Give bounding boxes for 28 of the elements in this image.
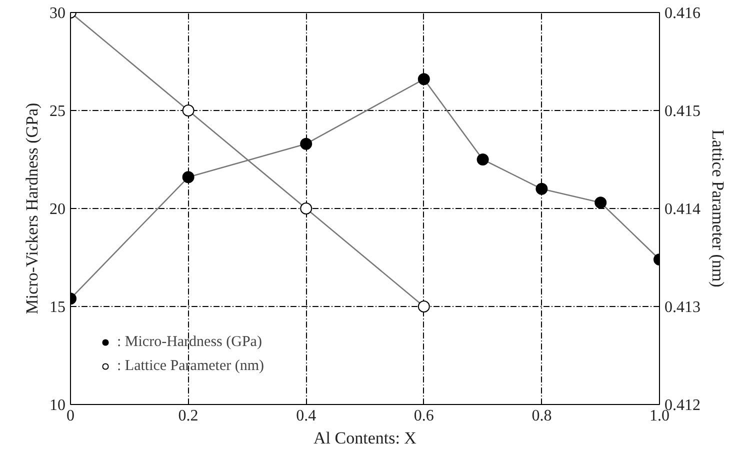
point — [418, 300, 430, 312]
legend-label: : Micro-Hardness (GPa) — [117, 334, 262, 350]
x-tick-label: 0.6 — [414, 408, 434, 424]
y-tick-label: 30 — [50, 5, 66, 22]
y2-tick-label: 0.415 — [664, 103, 700, 120]
y2-tick-label: 0.413 — [664, 299, 700, 316]
y-tick-label: 15 — [50, 299, 66, 316]
x-tick-label: 0.4 — [296, 408, 316, 424]
point — [594, 196, 607, 209]
point — [418, 73, 430, 86]
y-tick-label: 10 — [50, 397, 66, 414]
y2-axis-title: Lattice Parameter (nm) — [708, 130, 728, 288]
y-tick-label: 20 — [50, 201, 66, 218]
point — [182, 104, 194, 116]
x-axis-title: Al Contents: X — [314, 428, 416, 448]
x-tick-label: 0 — [66, 408, 74, 424]
y-axis-title: Micro-Vickers Hardness (GPa) — [22, 102, 42, 314]
y-tick-label: 25 — [50, 103, 66, 120]
point — [182, 171, 194, 184]
point — [300, 138, 312, 150]
x-tick-label: 0.8 — [532, 408, 552, 424]
y2-tick-label: 0.414 — [664, 201, 700, 218]
point — [536, 182, 548, 195]
y2-tick-label: 0.416 — [664, 5, 700, 22]
legend-label: : Lattice Parameter (nm) — [117, 358, 264, 374]
point — [476, 154, 489, 166]
point — [300, 202, 312, 214]
x-tick-label: 0.2 — [178, 408, 198, 424]
